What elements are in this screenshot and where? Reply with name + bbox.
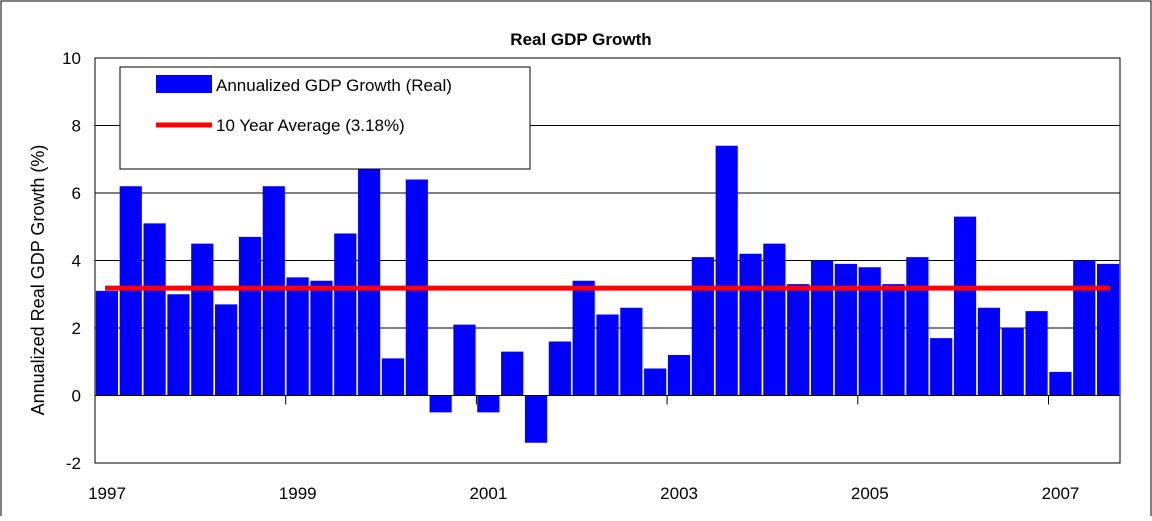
bar — [858, 267, 881, 396]
x-tick-label: 1997 — [88, 484, 126, 503]
bar — [834, 263, 857, 396]
bar — [1096, 263, 1120, 396]
bar — [882, 284, 905, 396]
chart-title: Real GDP Growth — [510, 30, 651, 49]
bar — [167, 294, 190, 396]
bar — [1001, 328, 1024, 396]
bar — [810, 260, 834, 396]
bar — [691, 257, 714, 396]
bar — [334, 233, 357, 396]
legend-bar-swatch — [156, 75, 212, 93]
bar — [1073, 260, 1096, 396]
bar — [95, 290, 119, 396]
bar — [477, 395, 500, 413]
bar — [977, 307, 1000, 396]
bar — [739, 253, 762, 396]
y-tick-label: 4 — [72, 252, 81, 271]
bar — [238, 236, 262, 396]
bar — [596, 314, 619, 396]
bar — [286, 277, 309, 396]
legend-label-average: 10 Year Average (3.18%) — [216, 116, 405, 135]
bar — [906, 257, 929, 396]
bar — [143, 223, 166, 396]
y-axis-label: Annualized Real GDP Growth (%) — [28, 145, 48, 416]
legend: Annualized GDP Growth (Real) 10 Year Ave… — [119, 66, 531, 170]
bar — [310, 280, 333, 396]
bar — [548, 341, 571, 396]
bar — [715, 145, 738, 396]
bar-series — [95, 145, 1120, 443]
bar — [191, 243, 214, 396]
x-tick-label: 2005 — [851, 484, 889, 503]
bar — [358, 149, 381, 396]
x-tick-label: 1999 — [279, 484, 317, 503]
bar — [119, 186, 142, 396]
bar — [644, 368, 667, 396]
y-tick-label: 10 — [62, 49, 81, 68]
bar — [1049, 371, 1072, 396]
bar — [930, 338, 953, 396]
x-tick-label: 2007 — [1042, 484, 1080, 503]
bar — [620, 307, 643, 396]
bar — [429, 395, 452, 413]
x-tick-label: 2003 — [660, 484, 698, 503]
bar — [262, 186, 285, 396]
legend-label-bars: Annualized GDP Growth (Real) — [216, 76, 452, 95]
bar — [453, 324, 476, 396]
bar — [572, 280, 595, 396]
bar — [381, 358, 405, 396]
bar — [953, 216, 977, 396]
y-tick-label: 8 — [72, 117, 81, 136]
x-tick-label: 2001 — [469, 484, 507, 503]
y-tick-label: -2 — [66, 454, 81, 473]
axes: -2 0 2 4 6 8 10 1997 1999 2001 2003 2005 2007 — [62, 49, 1120, 503]
bar — [1025, 311, 1048, 396]
bar — [787, 284, 810, 396]
bar — [667, 355, 691, 396]
bar — [215, 304, 238, 396]
bar — [501, 351, 524, 396]
bar — [763, 243, 786, 396]
y-tick-label: 0 — [72, 387, 81, 406]
y-tick-label: 6 — [72, 184, 81, 203]
bar — [524, 395, 548, 443]
plot-area-border — [94, 57, 1121, 464]
y-tick-label: 2 — [72, 319, 81, 338]
